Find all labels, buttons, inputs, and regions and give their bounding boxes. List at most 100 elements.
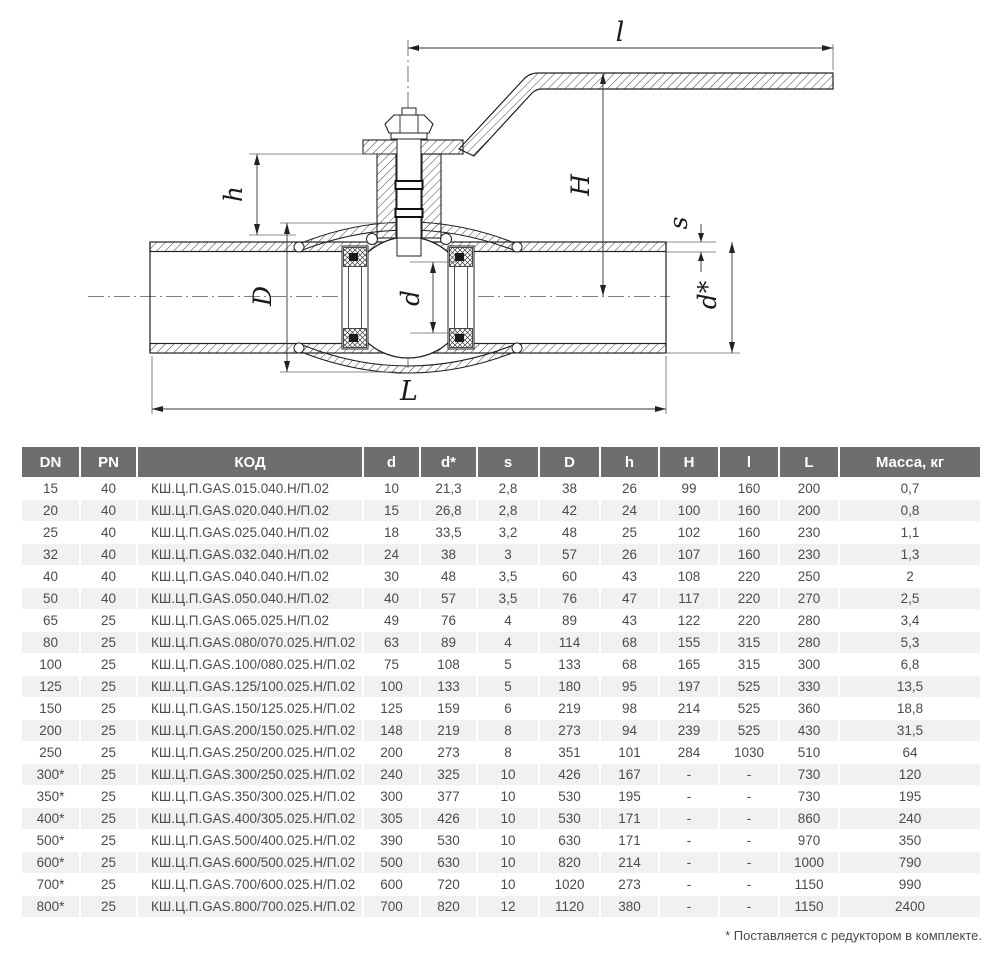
table-cell: 40 <box>81 544 136 565</box>
table-cell: 10 <box>478 786 538 807</box>
table-cell: - <box>720 764 778 785</box>
table-cell: 2 <box>840 566 980 587</box>
dim-label-l: l <box>616 17 625 48</box>
table-cell: 10 <box>478 808 538 829</box>
table-cell: - <box>660 896 718 917</box>
table-cell: КШ.Ц.П.GAS.080/070.025.Н/П.02 <box>138 632 362 653</box>
table-cell: 148 <box>364 720 419 741</box>
table-cell: 219 <box>540 698 599 719</box>
table-cell: 160 <box>720 522 778 543</box>
table-row: 400* 25 КШ.Ц.П.GAS.400/305.025.Н/П.02 305 42… <box>22 808 980 829</box>
spec-table-body: 15 40 КШ.Ц.П.GAS.015.040.Н/П.02 10 21,3 2,8 38… <box>22 478 980 917</box>
table-cell: - <box>660 874 718 895</box>
table-cell: 430 <box>780 720 838 741</box>
table-cell: 18,8 <box>840 698 980 719</box>
table-row: 50 40 КШ.Ц.П.GAS.050.040.Н/П.02 40 57 3,5 76 47… <box>22 588 980 609</box>
table-cell: КШ.Ц.П.GAS.800/700.025.Н/П.02 <box>138 896 362 917</box>
table-cell: 195 <box>601 786 658 807</box>
table-cell: - <box>660 808 718 829</box>
table-cell: 89 <box>540 610 599 631</box>
table-cell: 24 <box>601 500 658 521</box>
table-cell: 2400 <box>840 896 980 917</box>
table-cell: 125 <box>22 676 79 697</box>
table-cell: 1,3 <box>840 544 980 565</box>
table-cell: 26 <box>601 478 658 499</box>
table-row: 800* 25 КШ.Ц.П.GAS.800/700.025.Н/П.02 700 82… <box>22 896 980 917</box>
table-cell: 1,1 <box>840 522 980 543</box>
table-cell: 730 <box>780 764 838 785</box>
table-cell: 108 <box>421 654 476 675</box>
table-cell: 214 <box>660 698 718 719</box>
dim-label-h: h <box>219 186 248 202</box>
table-cell: 3 <box>478 544 538 565</box>
table-cell: - <box>660 852 718 873</box>
table-cell: 284 <box>660 742 718 763</box>
table-cell: КШ.Ц.П.GAS.200/150.025.Н/П.02 <box>138 720 362 741</box>
table-cell: 108 <box>660 566 718 587</box>
table-cell: КШ.Ц.П.GAS.500/400.025.Н/П.02 <box>138 830 362 851</box>
table-cell: КШ.Ц.П.GAS.150/125.025.Н/П.02 <box>138 698 362 719</box>
table-cell: 10 <box>364 478 419 499</box>
table-cell: 377 <box>421 786 476 807</box>
table-cell: 47 <box>601 588 658 609</box>
table-cell: 220 <box>720 566 778 587</box>
table-cell: 100 <box>364 676 419 697</box>
table-cell: 240 <box>840 808 980 829</box>
table-cell: 120 <box>840 764 980 785</box>
table-cell: 426 <box>421 808 476 829</box>
table-cell: 133 <box>421 676 476 697</box>
table-cell: 99 <box>660 478 718 499</box>
table-cell: 8 <box>478 720 538 741</box>
table-cell: 100 <box>660 500 718 521</box>
table-cell: 42 <box>540 500 599 521</box>
table-cell: 171 <box>601 830 658 851</box>
table-cell: 8 <box>478 742 538 763</box>
table-cell: 160 <box>720 500 778 521</box>
table-cell: 220 <box>720 588 778 609</box>
table-cell: 24 <box>364 544 419 565</box>
table-cell: 530 <box>540 786 599 807</box>
table-cell: 273 <box>421 742 476 763</box>
table-cell: 350 <box>840 830 980 851</box>
table-cell: 525 <box>720 676 778 697</box>
table-cell: 200 <box>364 742 419 763</box>
column-header: D <box>540 447 599 477</box>
table-cell: 230 <box>780 544 838 565</box>
table-row: 125 25 КШ.Ц.П.GAS.125/100.025.Н/П.02 100 133… <box>22 676 980 697</box>
table-cell: 50 <box>22 588 79 609</box>
valve-body-shell <box>293 221 523 374</box>
table-row: 20 40 КШ.Ц.П.GAS.020.040.Н/П.02 15 26,8 2,8 42… <box>22 500 980 521</box>
handle <box>458 72 834 157</box>
table-cell: - <box>660 786 718 807</box>
footnote: * Поставляется с редуктором в комплекте. <box>725 928 982 943</box>
table-cell: КШ.Ц.П.GAS.300/250.025.Н/П.02 <box>138 764 362 785</box>
table-cell: 60 <box>540 566 599 587</box>
table-cell: 150 <box>22 698 79 719</box>
table-cell: 530 <box>540 808 599 829</box>
table-cell: 2,8 <box>478 478 538 499</box>
dim-label-d-star: d* <box>693 280 722 309</box>
table-cell: 25 <box>81 610 136 631</box>
table-cell: 330 <box>780 676 838 697</box>
table-cell: 160 <box>720 544 778 565</box>
stem <box>394 138 424 257</box>
table-cell: 33,5 <box>421 522 476 543</box>
table-cell: 300 <box>780 654 838 675</box>
table-cell: 3,2 <box>478 522 538 543</box>
table-cell: 114 <box>540 632 599 653</box>
table-cell: 25 <box>81 896 136 917</box>
table-row: 200 25 КШ.Ц.П.GAS.200/150.025.Н/П.02 148 219… <box>22 720 980 741</box>
table-cell: - <box>720 786 778 807</box>
table-cell: 240 <box>364 764 419 785</box>
table-cell: 600* <box>22 852 79 873</box>
column-header: l <box>720 447 778 477</box>
table-cell: 219 <box>421 720 476 741</box>
table-cell: 10 <box>478 874 538 895</box>
table-cell: 2,5 <box>840 588 980 609</box>
table-cell: 101 <box>601 742 658 763</box>
table-cell: 107 <box>660 544 718 565</box>
table-cell: 49 <box>364 610 419 631</box>
table-cell: 390 <box>364 830 419 851</box>
table-cell: 68 <box>601 632 658 653</box>
